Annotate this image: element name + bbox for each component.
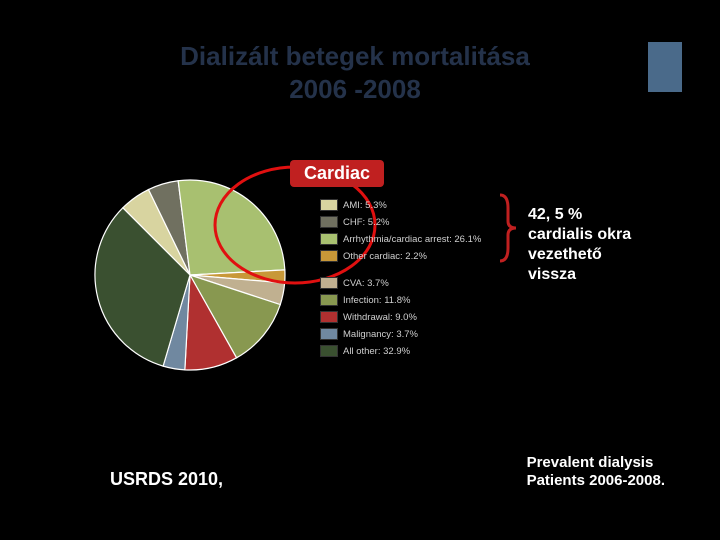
legend-row: CHF: 5.2% xyxy=(320,214,495,230)
legend-gap xyxy=(320,265,495,275)
legend-row: Other cardiac: 2.2% xyxy=(320,248,495,264)
legend: AMI: 5.3% CHF: 5.2% Arrhythmia/cardiac arr… xyxy=(320,197,495,360)
legend-swatch xyxy=(320,345,338,357)
title-line-2: 2006 -2008 xyxy=(140,73,570,106)
legend-label: CVA: 3.7% xyxy=(343,278,389,289)
legend-row: Infection: 11.8% xyxy=(320,292,495,308)
source-left: USRDS 2010, xyxy=(110,469,223,490)
legend-label: Other cardiac: 2.2% xyxy=(343,251,427,262)
legend-swatch xyxy=(320,216,338,228)
legend-swatch xyxy=(320,199,338,211)
accent-block xyxy=(648,42,682,92)
legend-row: Malignancy: 3.7% xyxy=(320,326,495,342)
legend-swatch xyxy=(320,328,338,340)
legend-label: Withdrawal: 9.0% xyxy=(343,312,417,323)
legend-swatch xyxy=(320,233,338,245)
pie-chart xyxy=(80,175,300,375)
legend-label: All other: 32.9% xyxy=(343,346,410,357)
legend-label: CHF: 5.2% xyxy=(343,217,389,228)
annotation-line-1: 42, 5 % cardialis okra xyxy=(528,205,650,245)
cardiac-bracket-icon xyxy=(498,193,518,263)
pie-slice xyxy=(178,180,285,275)
legend-row: AMI: 5.3% xyxy=(320,197,495,213)
legend-row: All other: 32.9% xyxy=(320,343,495,359)
source-right: Prevalent dialysis Patients 2006-2008. xyxy=(527,454,665,490)
legend-swatch xyxy=(320,294,338,306)
legend-swatch xyxy=(320,311,338,323)
cardiac-badge: Cardiac xyxy=(290,160,384,187)
legend-row: Withdrawal: 9.0% xyxy=(320,309,495,325)
annotation-line-2: vezethető vissza xyxy=(528,245,650,285)
legend-label: AMI: 5.3% xyxy=(343,200,387,211)
legend-row: Arrhythmia/cardiac arrest: 26.1% xyxy=(320,231,495,247)
title-box: Dializált betegek mortalitása 2006 -2008 xyxy=(140,40,570,105)
legend-swatch xyxy=(320,250,338,262)
title-line-1: Dializált betegek mortalitása xyxy=(140,40,570,73)
legend-row: CVA: 3.7% xyxy=(320,275,495,291)
legend-swatch xyxy=(320,277,338,289)
chart-area: Cardiac AMI: 5.3% CHF: 5.2% Arrhythmia/car… xyxy=(80,155,650,385)
source-right-line-1: Prevalent dialysis xyxy=(527,454,665,472)
legend-label: Malignancy: 3.7% xyxy=(343,329,418,340)
legend-label: Arrhythmia/cardiac arrest: 26.1% xyxy=(343,234,481,245)
source-right-line-2: Patients 2006-2008. xyxy=(527,472,665,490)
legend-label: Infection: 11.8% xyxy=(343,295,410,306)
cardiac-annotation: 42, 5 % cardialis okra vezethető vissza xyxy=(528,205,650,285)
